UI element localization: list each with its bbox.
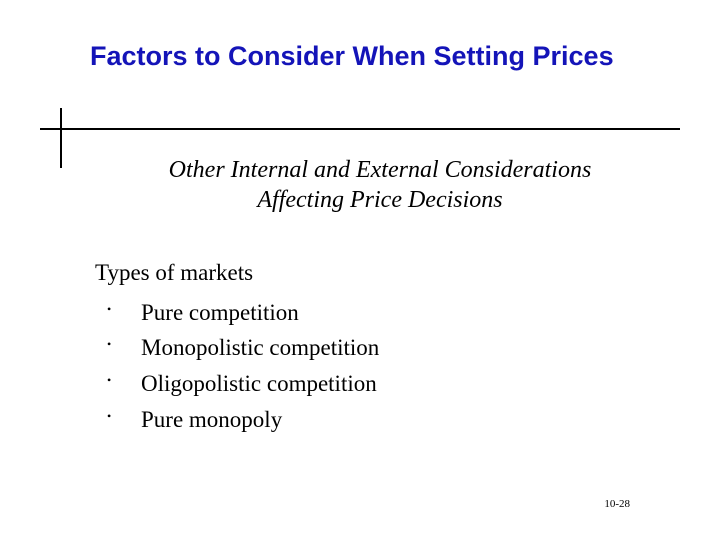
- vertical-rule: [60, 108, 62, 168]
- slide: Factors to Consider When Setting Prices …: [0, 0, 720, 540]
- body-text: Types of markets Pure competition Monopo…: [95, 255, 615, 437]
- list-item: Pure competition: [95, 295, 615, 331]
- slide-subtitle: Other Internal and External Consideratio…: [130, 155, 630, 215]
- body-lead: Types of markets: [95, 255, 615, 291]
- list-item: Pure monopoly: [95, 402, 615, 438]
- horizontal-rule: [40, 128, 680, 130]
- slide-title: Factors to Consider When Setting Prices: [90, 40, 650, 74]
- bullet-list: Pure competition Monopolistic competitio…: [95, 295, 615, 438]
- list-item: Oligopolistic competition: [95, 366, 615, 402]
- list-item: Monopolistic competition: [95, 330, 615, 366]
- page-number: 10-28: [604, 498, 630, 510]
